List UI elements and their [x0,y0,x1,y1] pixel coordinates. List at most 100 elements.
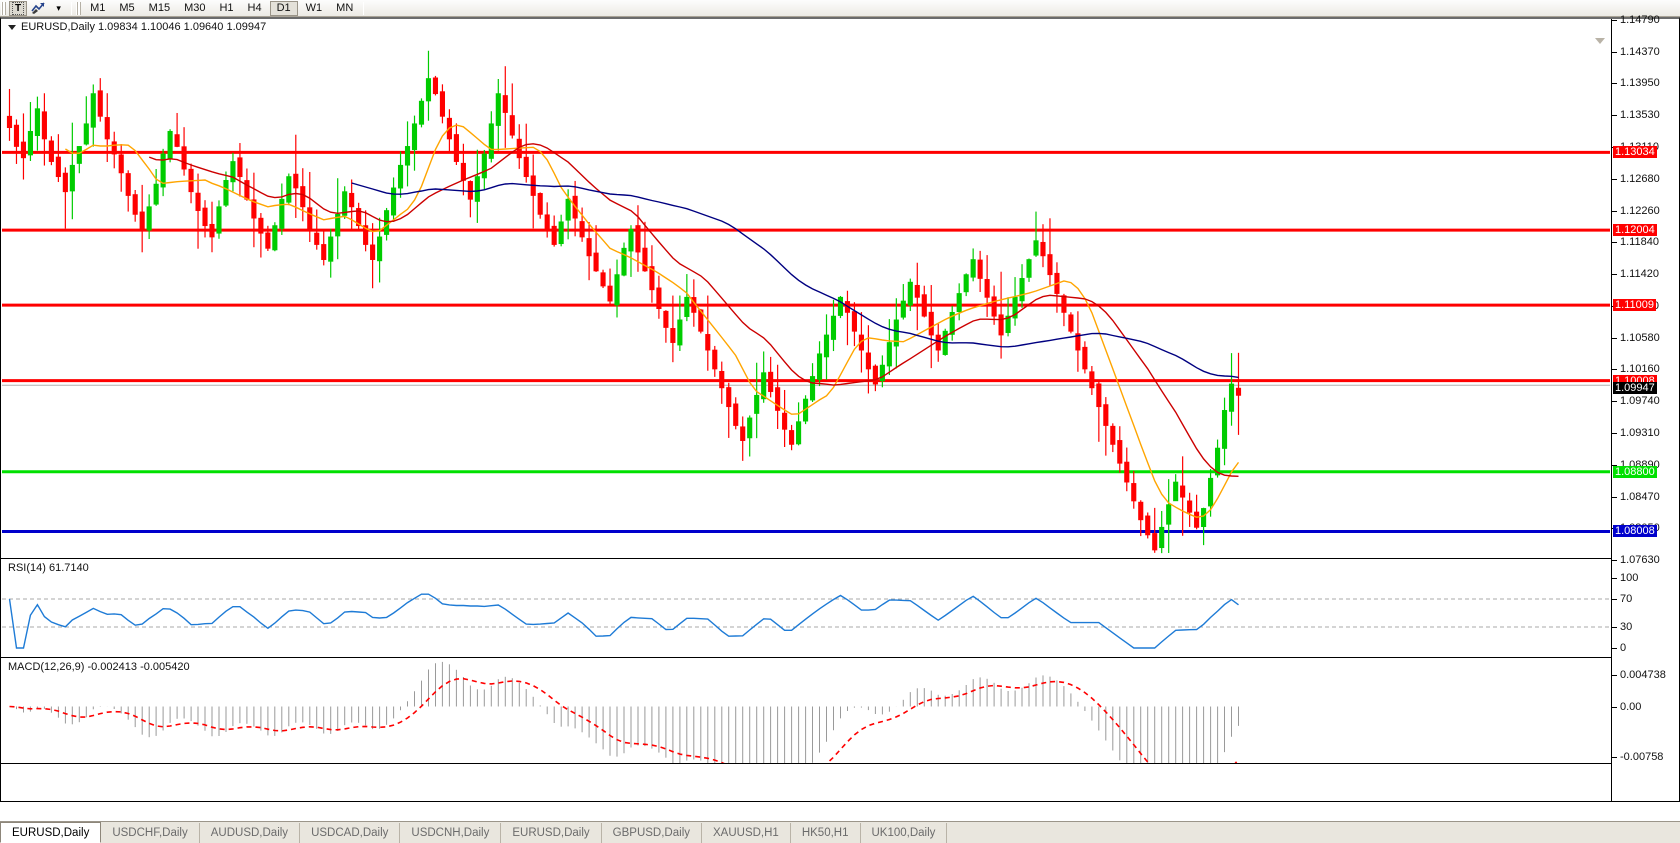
candle-body [1117,440,1123,464]
candle-body [565,198,571,221]
candle-body [411,123,418,151]
level-price-chip-resistance-1[interactable]: 1.13034 [1613,146,1657,159]
axis-tick [1612,210,1617,212]
rsi-label: RSI(14) 61.7140 [8,562,89,574]
bid-price-chip[interactable]: 1.09947 [1613,382,1657,395]
chart-tab-2[interactable]: AUDUSD,Daily [200,823,301,843]
text-tool-button[interactable]: T [9,0,28,16]
candle-body [614,274,620,306]
timeframe-button-m5[interactable]: M5 [119,2,135,14]
price-axis[interactable]: 1.147901.143701.139501.135301.131101.126… [1611,14,1679,801]
candle-body [1159,526,1165,549]
rsi-pane[interactable]: RSI(14) 61.7140 [1,560,1679,658]
timeframe-button-m30[interactable]: M30 [184,2,206,14]
timeframe-button-w1[interactable]: W1 [305,2,323,14]
timeframe-button-h1[interactable]: H1 [219,2,234,14]
chevron-down-icon: ▾ [56,2,61,13]
macd-plot-area[interactable]: MACD(12,26,9) -0.002413 -0.005420 [2,659,1610,763]
axis-tick [1612,179,1617,181]
candle-body [6,115,13,129]
chart-tab-6[interactable]: GBPUSD,Daily [602,823,702,843]
macd-axis-tick [1612,675,1617,676]
chart-tab-5[interactable]: EURUSD,Daily [501,823,602,843]
candle-body [761,372,767,400]
candle-body [335,213,341,237]
axis-tick [1612,83,1617,85]
candle-body [139,211,145,230]
timeframe-grip[interactable] [76,1,82,15]
macd-pane[interactable]: MACD(12,26,9) -0.002413 -0.005420 [1,659,1679,764]
macd-axis-label: 0.004738 [1620,669,1666,681]
chart-tab-9[interactable]: UK100,Daily [861,823,948,843]
candle-body [621,247,627,276]
candle-body [370,244,376,260]
candle-body [1061,295,1067,313]
level-price-chip-support-green[interactable]: 1.08800 [1613,465,1657,478]
axis-tick [1612,400,1617,402]
indicators-button[interactable] [29,1,48,16]
candle-body [858,334,864,351]
indicators-dropdown-button[interactable]: ▾ [50,1,67,16]
candle-body [593,252,599,272]
rsi-plot-area[interactable]: RSI(14) 61.7140 [2,560,1610,657]
candle-body [20,141,27,159]
timeframe-button-h4[interactable]: H4 [247,2,262,14]
ma-orange-9 [65,124,1240,519]
chart-tab-7[interactable]: XAUUSD,H1 [702,823,791,843]
candle-body [279,198,285,229]
axis-tick [1612,242,1617,244]
candle-body [1068,314,1074,332]
level-price-chip-resistance-2[interactable]: 1.12004 [1613,224,1657,237]
timeframe-button-mn[interactable]: MN [336,2,354,14]
chart-tab-3[interactable]: USDCAD,Daily [300,823,401,843]
timeframe-button-m1[interactable]: M1 [90,2,106,14]
candle-body [537,193,543,215]
chart-tab-0[interactable]: EURUSD,Daily [0,822,102,843]
candle-body [425,78,432,102]
candle-body [935,334,941,351]
price-axis-label: 1.11420 [1620,268,1659,281]
chart-tab-1[interactable]: USDCHF,Daily [101,823,200,843]
ma-red-21 [148,143,1239,477]
candle-body [1152,533,1158,551]
timeframe-group: M1 M5 M15 M30 H1 H4 D1 W1 MN [83,0,360,16]
level-price-chip-support-blue[interactable]: 1.08008 [1613,525,1657,538]
candle-body [1075,333,1081,351]
candle-body [432,77,439,95]
timeframe-button-m15[interactable]: M15 [148,2,171,14]
macd-axis-tick [1612,757,1617,758]
level-price-chip-resistance-3[interactable]: 1.11009 [1613,299,1656,312]
candle-body [1082,346,1088,370]
candle-body [649,266,655,291]
collapse-arrow-icon[interactable] [8,24,16,30]
price-plot-area[interactable]: EURUSD,Daily 1.09834 1.10046 1.09640 1.0… [2,19,1610,558]
price-pane[interactable]: EURUSD,Daily 1.09834 1.10046 1.09640 1.0… [1,19,1679,559]
price-axis-label: 1.07630 [1620,554,1660,566]
candle-body [796,421,802,445]
price-axis-label: 1.14790 [1620,14,1660,26]
candle-body [488,123,494,159]
chart-tab-4[interactable]: USDCNH,Daily [400,823,502,843]
candle-body [195,192,201,211]
rsi-axis-label: 70 [1620,593,1633,605]
rsi-axis-label: 0 [1620,642,1627,654]
toolbar-separator-1 [71,1,73,15]
toolbar-grip[interactable] [1,1,6,15]
price-axis-label: 1.09740 [1620,394,1660,407]
candle-series [6,50,1242,554]
candle-body [544,214,550,230]
candle-body [1012,296,1018,319]
main-toolbar: T ▾ M1 M5 M15 M30 H1 H4 D1 W1 MN [0,0,1680,17]
macd-axis-label: 0.00 [1620,700,1642,713]
candle-body [13,124,20,147]
scroll-indicator[interactable] [1595,38,1605,44]
chart-tab-8[interactable]: HK50,H1 [791,823,861,843]
timeframe-button-d1[interactable]: D1 [269,0,298,16]
candle-body [558,221,564,245]
macd-axis-label: -0.00758 [1620,751,1664,763]
candle-body [607,285,613,302]
candle-body [1131,483,1137,502]
rsi-line [8,593,1239,649]
candle-body [1019,278,1025,302]
